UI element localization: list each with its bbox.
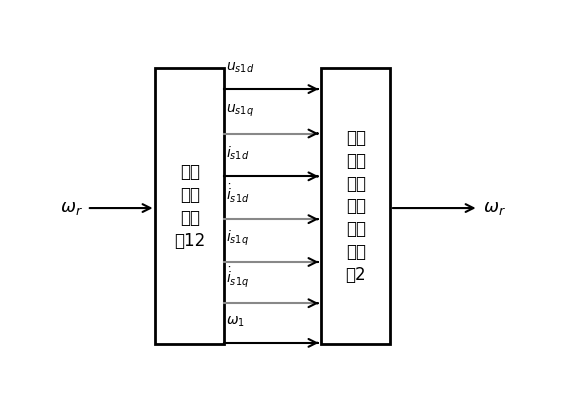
Text: $\omega_1$: $\omega_1$ (226, 314, 245, 329)
Bar (321, 68, 390, 344)
Text: 无轴
承异
步电
机转
速左
逆系
由2: 无轴 承异 步电 机转 速左 逆系 由2 (345, 129, 366, 284)
Text: $\dot{i}_{s1d}$: $\dot{i}_{s1d}$ (226, 183, 250, 205)
Text: $u_{s1d}$: $u_{s1d}$ (226, 61, 255, 75)
Text: $\dot{i}_{s1q}$: $\dot{i}_{s1q}$ (226, 265, 250, 289)
Text: $u_{s1q}$: $u_{s1q}$ (226, 103, 254, 119)
Text: $i_{s1d}$: $i_{s1d}$ (226, 145, 250, 162)
Text: 内含
转速
子系
统12: 内含 转速 子系 统12 (174, 163, 206, 250)
Text: $\omega_r$: $\omega_r$ (483, 199, 506, 217)
Text: $\omega_r$: $\omega_r$ (59, 199, 82, 217)
Text: $i_{s1q}$: $i_{s1q}$ (226, 228, 249, 248)
Bar (155, 68, 224, 344)
